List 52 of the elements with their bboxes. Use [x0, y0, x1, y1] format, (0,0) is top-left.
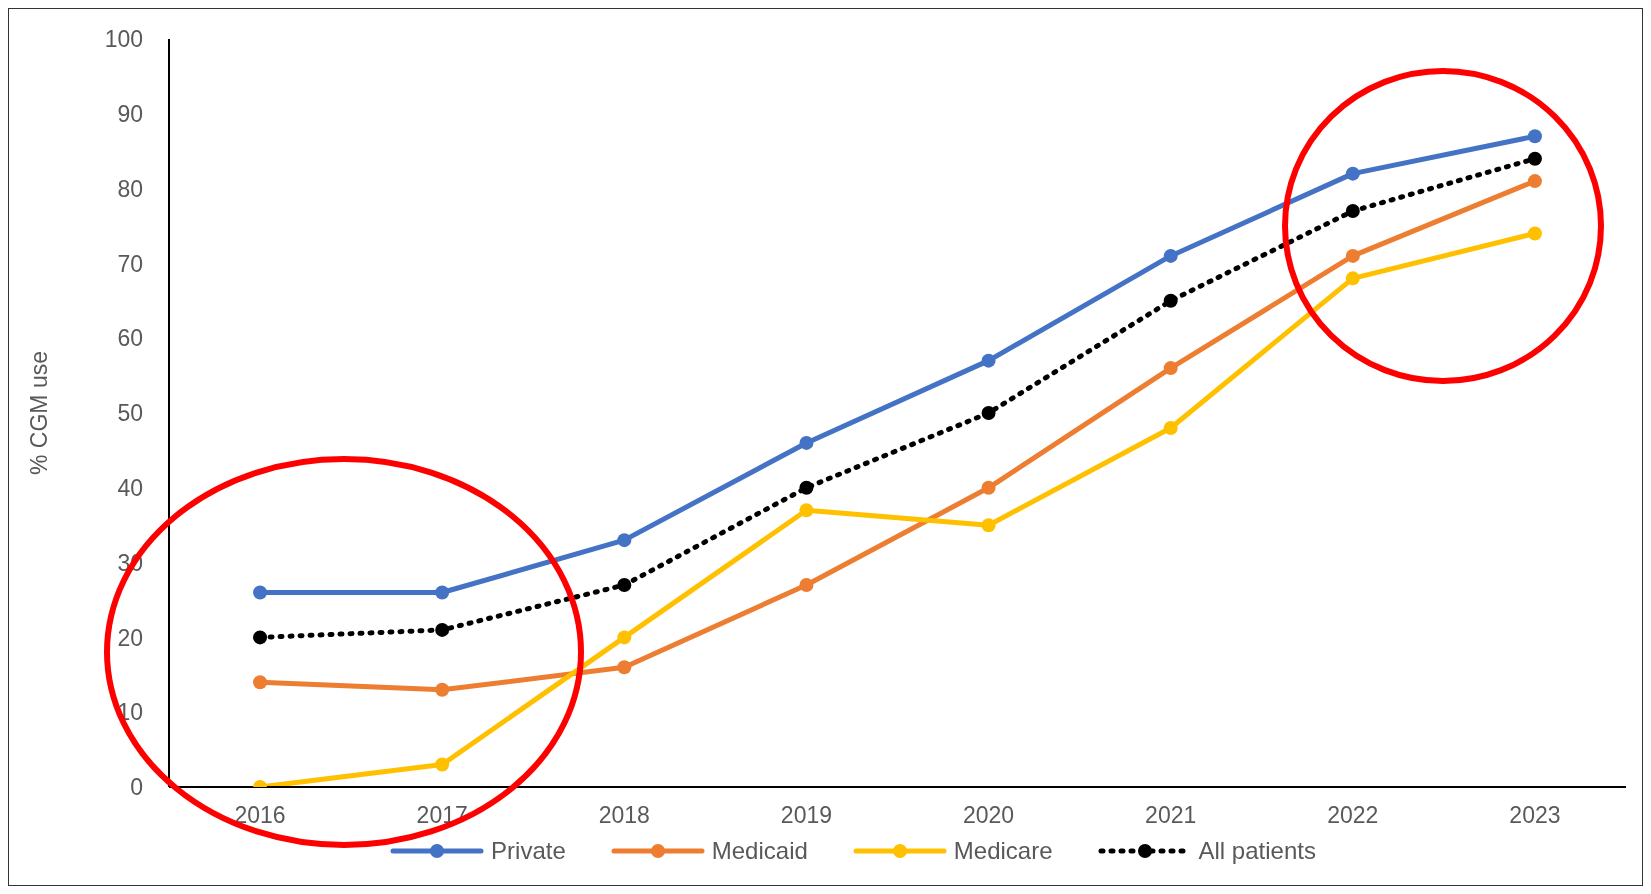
legend-label: All patients — [1198, 837, 1316, 865]
x-tick-label: 2019 — [780, 802, 833, 829]
point — [981, 480, 996, 495]
point — [435, 682, 450, 697]
x-tick-label: 2023 — [1509, 802, 1561, 829]
point — [253, 630, 268, 645]
point — [981, 518, 996, 533]
point — [1527, 226, 1542, 241]
point — [617, 533, 632, 548]
point — [1345, 271, 1360, 286]
x-tick-label: 2021 — [1145, 802, 1197, 829]
point — [617, 630, 632, 645]
point — [981, 406, 996, 420]
point — [1163, 248, 1178, 263]
y-tick-label: 100 — [104, 26, 143, 53]
point — [799, 503, 814, 518]
point — [1527, 129, 1542, 144]
y-tick-label: 40 — [117, 474, 143, 501]
y-tick-label: 80 — [117, 175, 143, 202]
point — [1163, 361, 1178, 376]
y-tick-label: 20 — [117, 624, 143, 651]
x-tick-label: 2022 — [1327, 802, 1379, 829]
point — [799, 435, 814, 450]
point — [799, 480, 814, 495]
point — [1527, 174, 1542, 189]
y-axis-title: % CGM use — [26, 351, 53, 475]
point — [617, 578, 632, 593]
x-tick-label: 2016 — [234, 802, 286, 829]
point — [799, 578, 814, 593]
legend-label: Medicaid — [711, 837, 808, 865]
point — [617, 660, 632, 675]
y-tick-label: 50 — [117, 400, 143, 427]
point — [253, 675, 268, 690]
y-tick-label: 60 — [117, 325, 143, 352]
point — [435, 757, 450, 772]
y-tick-label: 90 — [117, 100, 143, 127]
point — [435, 622, 450, 637]
point — [1345, 248, 1360, 263]
y-tick-label: 0 — [130, 774, 143, 801]
point — [1527, 151, 1542, 166]
point — [1163, 293, 1178, 308]
point — [1345, 204, 1360, 219]
x-tick-label: 2018 — [598, 802, 650, 829]
point — [435, 585, 450, 600]
point — [253, 585, 268, 600]
point — [1163, 420, 1178, 435]
legend-label: Private — [491, 837, 566, 865]
point — [981, 353, 996, 368]
x-tick-label: 2020 — [962, 802, 1015, 829]
legend-label: Medicare — [953, 837, 1053, 865]
y-tick-label: 70 — [117, 250, 143, 277]
point — [1345, 166, 1360, 181]
